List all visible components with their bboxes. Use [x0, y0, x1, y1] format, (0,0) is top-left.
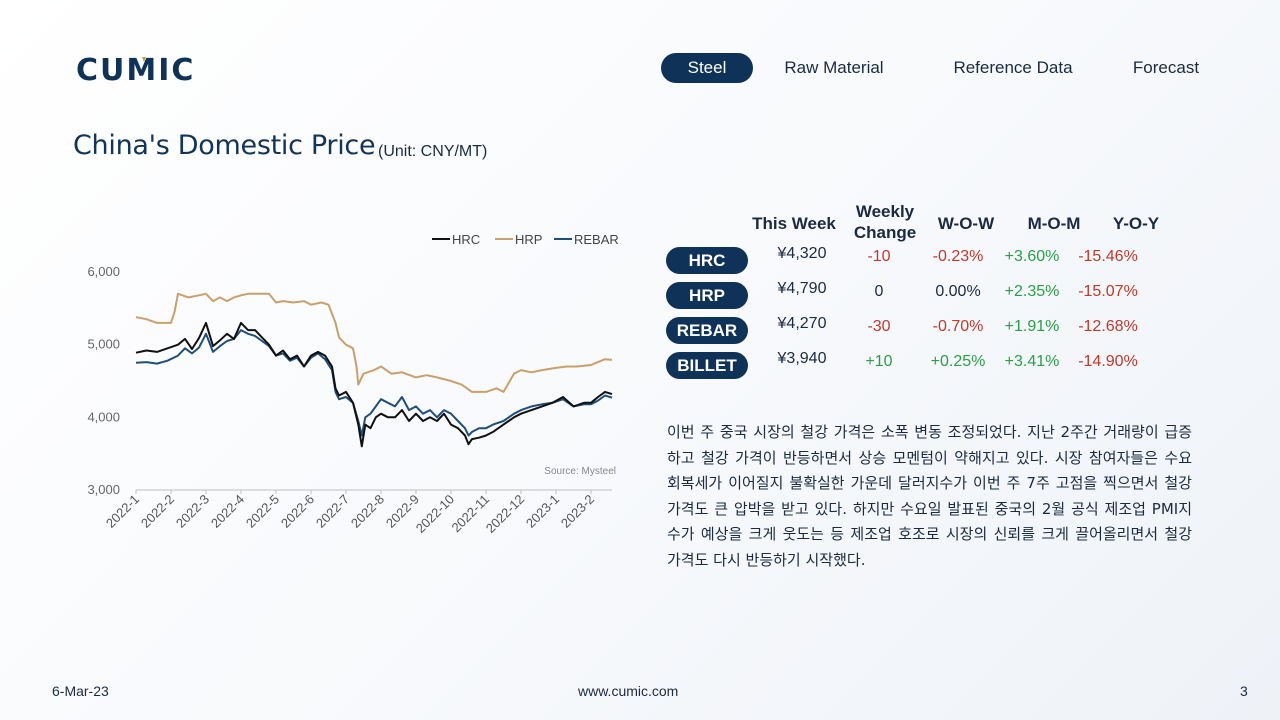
- cell-this-week: ¥4,320: [777, 245, 827, 262]
- series-line-rebar: [135, 329, 613, 437]
- cell-wow: 0.00%: [935, 283, 981, 300]
- series-line-hrp: [135, 292, 613, 393]
- x-tick-label: 2022-3: [173, 492, 212, 531]
- chart-source: Source: Mysteel: [544, 466, 616, 477]
- logo-accent-icon: [142, 57, 146, 62]
- product-pill-hrc: HRC: [666, 247, 748, 274]
- cell-yoy: -15.07%: [1078, 283, 1138, 300]
- product-pill-rebar: REBAR: [666, 317, 748, 344]
- cell-this-week: ¥4,270: [777, 315, 827, 332]
- cell-weekly-change: -30: [867, 318, 891, 335]
- header-change: Change: [853, 223, 917, 242]
- footer-website[interactable]: www.cumic.com: [578, 683, 679, 699]
- x-tick-label: 2022-10: [413, 492, 457, 536]
- legend-label-hrp: HRP: [515, 232, 542, 247]
- header-yoy: Y-O-Y: [1112, 214, 1160, 233]
- y-tick-label: 5,000: [87, 337, 120, 352]
- page-title: China's Domestic Price: [73, 130, 376, 161]
- product-pill-billet: BILLET: [666, 352, 748, 379]
- x-tick-label: 2022-8: [348, 492, 387, 531]
- cell-mom: +2.35%: [1004, 283, 1060, 300]
- cell-wow: -0.70%: [932, 318, 984, 335]
- top-nav: Steel Raw Material Reference Data Foreca…: [0, 53, 1280, 85]
- x-tick-label: 2022-5: [243, 492, 282, 531]
- cell-weekly-change: -10: [867, 248, 891, 265]
- tab-reference-data[interactable]: Reference Data: [953, 58, 1073, 77]
- cell-yoy: -12.68%: [1078, 318, 1138, 335]
- legend-label-hrc: HRC: [452, 232, 480, 247]
- cell-mom: +1.91%: [1004, 318, 1060, 335]
- y-tick-label: 4,000: [87, 409, 120, 424]
- unit-label: (Unit: CNY/MT): [378, 143, 488, 160]
- y-tick-label: 6,000: [87, 264, 120, 279]
- series-line-hrc: [135, 321, 613, 448]
- cell-this-week: ¥3,940: [777, 350, 827, 367]
- footer-date: 6-Mar-23: [52, 683, 109, 699]
- cell-this-week: ¥4,790: [777, 280, 827, 297]
- cell-yoy: -14.90%: [1078, 353, 1138, 370]
- logo-wordmark: CUMIC: [76, 53, 195, 84]
- cell-weekly-change: 0: [874, 283, 884, 300]
- x-tick-label: 2022-12: [483, 492, 527, 536]
- cumic-logo: CUMIC: [76, 53, 195, 84]
- header-mom: M-O-M: [1027, 214, 1081, 233]
- x-tick-label: 2023-1: [523, 492, 562, 531]
- tab-raw-material[interactable]: Raw Material: [784, 58, 884, 77]
- cell-wow: -0.23%: [932, 248, 984, 265]
- line-chart-svg: 3,0004,0005,0006,0002022-12022-22022-320…: [87, 232, 619, 536]
- header-wow: W-O-W: [937, 214, 995, 233]
- x-tick-label: 2022-4: [208, 492, 247, 531]
- tab-steel[interactable]: Steel: [661, 53, 753, 83]
- x-tick-label: 2022-2: [138, 492, 177, 531]
- cell-wow: +0.25%: [930, 353, 986, 370]
- x-tick-label: 2022-1: [103, 492, 142, 531]
- footer-page-number: 3: [1240, 683, 1248, 699]
- x-tick-label: 2022-7: [313, 492, 352, 531]
- header-weekly: Weekly: [855, 202, 915, 221]
- cell-weekly-change: +10: [865, 353, 893, 370]
- header-weekly-change: Weekly Change: [848, 201, 922, 243]
- market-commentary: 이번 주 중국 시장의 철강 가격은 소폭 변동 조정되었다. 지난 2주간 거…: [667, 423, 1192, 569]
- header-this-week: This Week: [752, 214, 836, 233]
- x-tick-label: 2022-6: [278, 492, 317, 531]
- x-tick-label: 2023-2: [558, 492, 597, 531]
- cell-mom: +3.41%: [1004, 353, 1060, 370]
- legend-label-rebar: REBAR: [574, 232, 619, 247]
- product-pill-hrp: HRP: [666, 282, 748, 309]
- cell-mom: +3.60%: [1004, 248, 1060, 265]
- cell-yoy: -15.46%: [1078, 248, 1138, 265]
- price-chart: 3,000 4,000 5,000 6,000 2022-1 2022-2 2022-3 20…: [60, 220, 630, 560]
- tab-forecast[interactable]: Forecast: [1132, 58, 1200, 77]
- y-tick-label: 3,000: [87, 482, 120, 497]
